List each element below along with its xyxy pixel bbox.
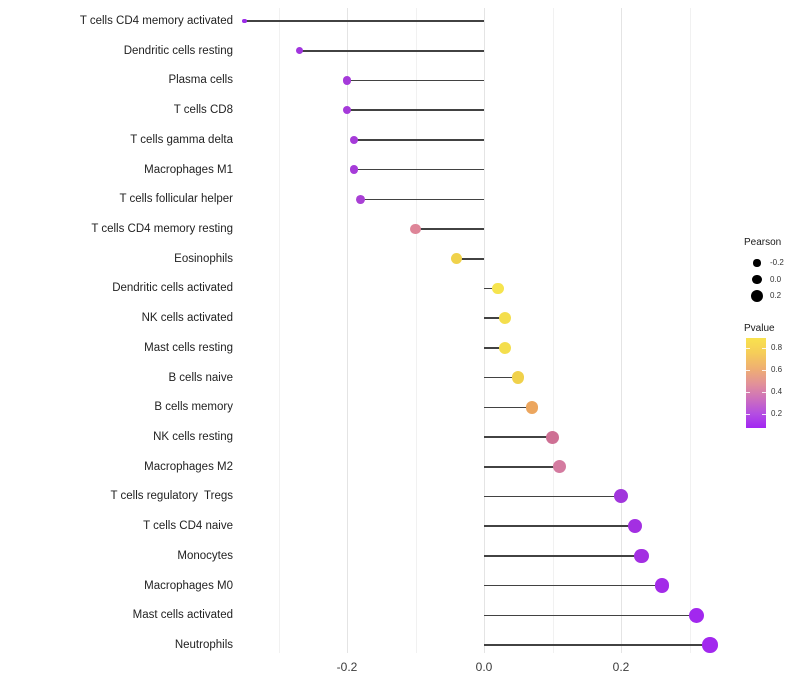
pearson-legend-dot — [751, 290, 763, 302]
colorbar-tick — [762, 369, 766, 371]
lollipop-point — [552, 460, 566, 474]
pvalue-tick-label: 0.4 — [771, 386, 783, 396]
category-label: NK cells activated — [141, 312, 233, 325]
minor-gridline — [689, 8, 691, 653]
category-label: T cells regulatory Tregs — [110, 490, 233, 503]
category-label: Plasma cells — [168, 74, 233, 87]
lollipop-point — [654, 578, 670, 593]
minor-gridline — [552, 8, 554, 653]
category-label: Eosinophils — [174, 252, 233, 265]
x-tick-label: 0.2 — [612, 660, 630, 674]
lollipop-point — [342, 76, 352, 85]
lollipop-segment — [347, 79, 484, 82]
category-label: Macrophages M1 — [144, 163, 233, 176]
lollipop-segment — [415, 228, 484, 230]
colorbar-tick — [762, 347, 766, 349]
lollipop-segment — [244, 20, 484, 22]
colorbar-tick — [746, 391, 750, 393]
category-label: Mast cells resting — [144, 341, 233, 354]
lollipop-segment — [484, 287, 498, 290]
lollipop-segment — [484, 614, 697, 616]
lollipop-point — [498, 312, 511, 325]
pearson-legend-dot — [753, 259, 761, 267]
pearson-legend-label: 0.0 — [770, 274, 782, 284]
lollipop-point — [349, 165, 359, 174]
category-label: T cells CD4 memory activated — [79, 15, 233, 27]
lollipop-segment — [360, 198, 484, 200]
pearson-legend-dot — [752, 274, 762, 285]
lollipop-segment — [484, 347, 505, 349]
colorbar-tick — [746, 413, 750, 415]
category-label: Neutrophils — [174, 639, 233, 651]
lollipop-point — [491, 282, 504, 295]
lollipop-point — [613, 489, 628, 504]
lollipop-point — [295, 47, 303, 55]
lollipop-segment — [484, 466, 560, 468]
lollipop-segment — [353, 168, 484, 171]
pvalue-tick-label: 0.8 — [771, 342, 783, 352]
major-gridline — [347, 8, 348, 653]
category-label: Monocytes — [177, 549, 233, 562]
lollipop-segment — [456, 258, 484, 260]
lollipop-segment — [353, 139, 484, 141]
lollipop-point — [342, 105, 352, 115]
lollipop-segment — [299, 50, 484, 52]
minor-gridline — [278, 8, 280, 653]
pvalue-tick-label: 0.6 — [771, 364, 783, 374]
lollipop-point — [512, 371, 525, 384]
category-label: Macrophages M0 — [144, 579, 233, 592]
category-label: T cells follicular helper — [119, 193, 233, 206]
lollipop-point — [634, 548, 649, 564]
category-label: NK cells resting — [153, 431, 233, 443]
pvalue-colorbar — [746, 338, 766, 428]
lollipop-point — [451, 253, 463, 265]
lollipop-point — [525, 401, 539, 414]
lollipop-point — [241, 18, 247, 24]
major-gridline — [621, 8, 622, 653]
colorbar-tick — [746, 369, 750, 371]
pearson-legend-label: 0.2 — [770, 291, 782, 300]
x-tick-label: 0.0 — [475, 660, 493, 674]
category-label: B cells memory — [154, 401, 233, 414]
category-label: Macrophages M2 — [144, 460, 233, 473]
category-label: Dendritic cells resting — [123, 44, 233, 57]
lollipop-segment — [484, 555, 642, 557]
lollipop-point — [702, 637, 718, 653]
major-gridline — [484, 8, 485, 653]
pearson-legend-label: -0.2 — [770, 258, 784, 267]
minor-gridline — [415, 8, 417, 653]
x-tick-label: -0.2 — [336, 660, 358, 674]
category-label: B cells naive — [168, 371, 233, 384]
category-label: T cells CD4 memory resting — [91, 223, 233, 235]
lollipop-segment — [484, 436, 553, 438]
category-label: T cells CD4 naive — [143, 520, 233, 533]
category-label: Dendritic cells activated — [112, 282, 233, 295]
lollipop-point — [688, 607, 704, 623]
lollipop-point — [349, 135, 359, 145]
lollipop-segment — [347, 109, 484, 111]
lollipop-segment — [484, 376, 519, 379]
lollipop-point — [627, 519, 642, 534]
lollipop-segment — [484, 495, 621, 498]
colorbar-tick — [762, 391, 766, 393]
lollipop-segment — [484, 584, 663, 587]
lollipop-point — [498, 341, 511, 354]
lollipop-point — [410, 223, 421, 235]
colorbar-tick — [762, 413, 766, 415]
colorbar-tick — [746, 347, 750, 349]
pearson-legend-title: Pearson — [744, 237, 782, 248]
category-label: T cells CD8 — [173, 104, 233, 117]
category-label: T cells gamma delta — [130, 133, 233, 146]
lollipop-segment — [484, 644, 710, 646]
lollipop-segment — [484, 317, 505, 319]
lollipop-segment — [484, 406, 532, 408]
lollipop-point — [546, 430, 559, 444]
category-label: Mast cells activated — [132, 609, 233, 622]
pvalue-tick-label: 0.2 — [771, 408, 783, 418]
lollipop-point — [356, 194, 366, 204]
lollipop-segment — [484, 525, 635, 527]
pvalue-legend-title: Pvalue — [744, 323, 775, 334]
